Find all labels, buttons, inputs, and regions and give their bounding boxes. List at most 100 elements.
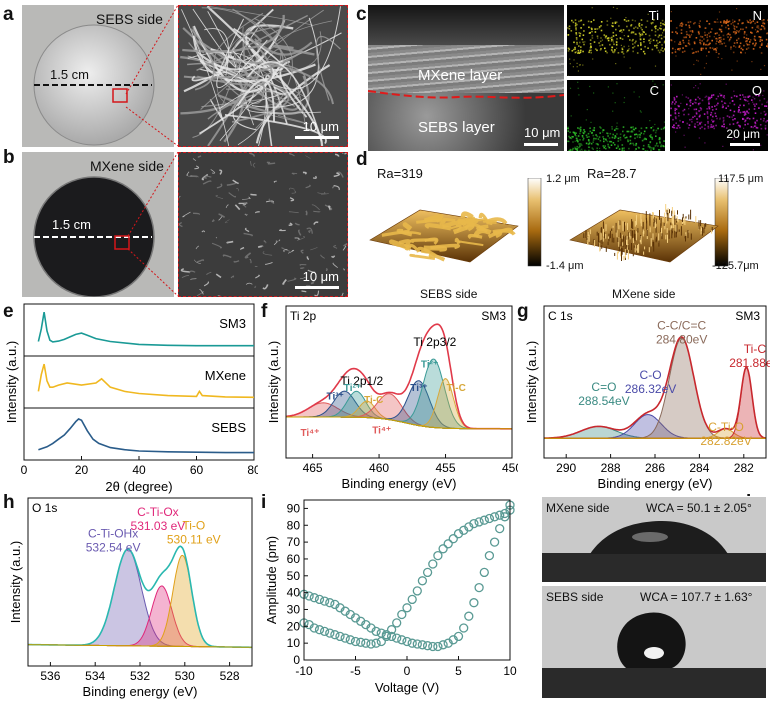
eds-dot — [730, 36, 732, 39]
eds-dot — [629, 136, 631, 138]
eds-dot — [715, 37, 717, 40]
flake — [334, 153, 340, 157]
eds-dot — [627, 35, 630, 38]
f-component-label: Ti-C — [364, 395, 383, 406]
eds-dot — [716, 38, 719, 40]
flake — [226, 240, 234, 244]
eds-dot — [643, 138, 645, 141]
eds-dot — [703, 42, 705, 44]
eds-dot — [599, 139, 602, 142]
flake — [222, 254, 232, 259]
eds-dot — [675, 101, 677, 103]
eds-dot — [571, 19, 573, 22]
eds-dot — [758, 25, 760, 27]
eds-dot — [746, 40, 748, 42]
eds-dot — [609, 132, 612, 135]
eds-dot — [733, 138, 735, 140]
afm-fiber — [458, 240, 484, 247]
eds-dot — [720, 41, 722, 43]
eds-dot — [652, 129, 655, 131]
eds-dot — [599, 132, 601, 134]
eds-dot — [702, 47, 704, 50]
eds-dot — [745, 48, 748, 50]
f-component-label: Ti⁴⁺ — [372, 425, 391, 436]
eds-dot — [574, 140, 576, 142]
eds-dot — [649, 38, 652, 40]
eds-dot — [579, 32, 582, 35]
eds-dot — [677, 104, 679, 107]
eds-dot — [659, 137, 661, 140]
eds-dot — [693, 42, 696, 45]
eds-dot — [615, 28, 617, 31]
eds-dot — [574, 51, 577, 54]
eds-dot — [689, 101, 692, 104]
eds-dot — [708, 107, 711, 110]
eds-dot — [706, 108, 708, 110]
eds-dot — [679, 119, 681, 122]
eds-dot — [641, 33, 644, 36]
eds-dot — [645, 127, 648, 129]
afm-fiber — [487, 227, 514, 239]
eds-dot — [713, 21, 716, 23]
eds-dot — [638, 147, 640, 149]
eds-dot — [586, 109, 588, 111]
eds-dot — [567, 50, 570, 52]
eds-dot — [575, 37, 578, 39]
eds-dot — [654, 131, 657, 134]
eds-dot — [635, 33, 637, 36]
i-ytick-label: 10 — [287, 636, 301, 650]
eds-dot — [631, 31, 633, 33]
eds-dot — [632, 31, 635, 34]
i-point-reverse — [484, 550, 495, 561]
eds-dot — [693, 108, 696, 111]
eds-dot — [734, 32, 737, 35]
flake — [300, 249, 304, 254]
eds-dot — [689, 36, 691, 38]
panel-label-c: c — [356, 4, 367, 25]
eds-dot — [574, 48, 576, 50]
eds-dot — [630, 130, 632, 133]
flake — [244, 213, 248, 216]
eds-dot — [640, 34, 643, 36]
eds-dot — [728, 32, 730, 34]
eds-dot — [733, 95, 736, 97]
flake — [194, 259, 201, 264]
eds-dot — [580, 129, 582, 131]
eds-dot — [617, 137, 620, 140]
flake — [300, 267, 305, 270]
eds-dot — [755, 126, 758, 129]
i-point-forward — [335, 631, 345, 642]
f-sample: SM3 — [481, 309, 506, 323]
eds-dot — [585, 119, 587, 121]
i-point-reverse — [500, 512, 510, 522]
eds-dot — [688, 34, 690, 36]
eds-dot — [699, 26, 701, 28]
eds-dot — [711, 94, 713, 97]
i-ytick-label: 0 — [293, 653, 300, 667]
eds-dot — [650, 127, 652, 129]
eds-dot — [626, 51, 628, 53]
eds-dot — [660, 37, 663, 40]
i-point-reverse — [438, 640, 448, 650]
eds-dot — [704, 142, 706, 144]
eds-dot — [676, 127, 679, 129]
eds-dot — [609, 37, 611, 39]
eds-dot — [639, 33, 642, 36]
eds-dot — [567, 126, 569, 129]
eds-dot — [631, 130, 633, 132]
colorbar-right — [714, 178, 729, 267]
eds-dot — [622, 29, 625, 31]
flake — [289, 187, 295, 190]
chart-g-c1s: 290 288 286 284 282 Binding energy (eV) Intens… — [524, 305, 770, 491]
wca-top-value: WCA = 50.1 ± 2.05° — [646, 501, 752, 515]
eds-dot — [738, 45, 741, 47]
flake — [325, 267, 328, 272]
eds-dot — [760, 28, 763, 31]
eds-dot — [651, 23, 653, 25]
eds-dot — [715, 49, 717, 51]
eds-dot — [719, 36, 722, 39]
eds-dot — [685, 96, 688, 98]
eds-dot — [731, 116, 733, 118]
eds-dot — [575, 132, 577, 134]
flake — [243, 202, 248, 208]
